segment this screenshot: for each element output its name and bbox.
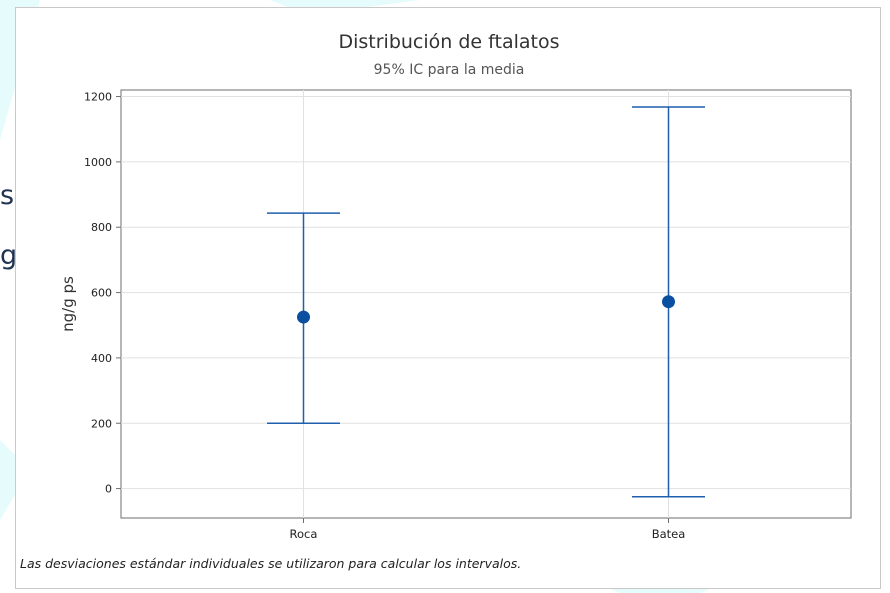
chart-panel: Distribución de ftalatos 95% IC para la … — [15, 7, 881, 589]
chart-title: Distribución de ftalatos — [338, 31, 559, 53]
x-tick-label: Roca — [290, 527, 318, 541]
plot-area — [120, 89, 852, 519]
chart-subtitle: 95% IC para la media — [374, 62, 525, 78]
background-text-fragment: g — [0, 240, 18, 271]
x-tick-label: Batea — [652, 527, 686, 541]
y-tick-label: 400 — [91, 352, 112, 365]
grid-layer — [121, 90, 851, 518]
marks-layer — [267, 106, 705, 498]
background-shape — [270, 0, 420, 8]
y-tick-label: 800 — [91, 221, 112, 234]
background-text-fragment: s — [0, 180, 15, 211]
y-tick-label: 0 — [105, 483, 112, 496]
mean-point — [662, 295, 675, 309]
axis-layer: 0 200 400 600 800 1000 1200 Roca Batea — [84, 91, 685, 541]
y-axis-label: ng/g ps — [59, 276, 77, 332]
y-tick-label: 1200 — [84, 91, 112, 104]
mean-point — [297, 310, 310, 324]
y-tick-label: 1000 — [84, 156, 112, 169]
interval-plot: Distribución de ftalatos 95% IC para la … — [59, 31, 852, 541]
footnote: Las desviaciones estándar individuales s… — [20, 556, 522, 571]
y-tick-label: 200 — [91, 417, 112, 430]
y-tick-label: 600 — [91, 287, 112, 300]
